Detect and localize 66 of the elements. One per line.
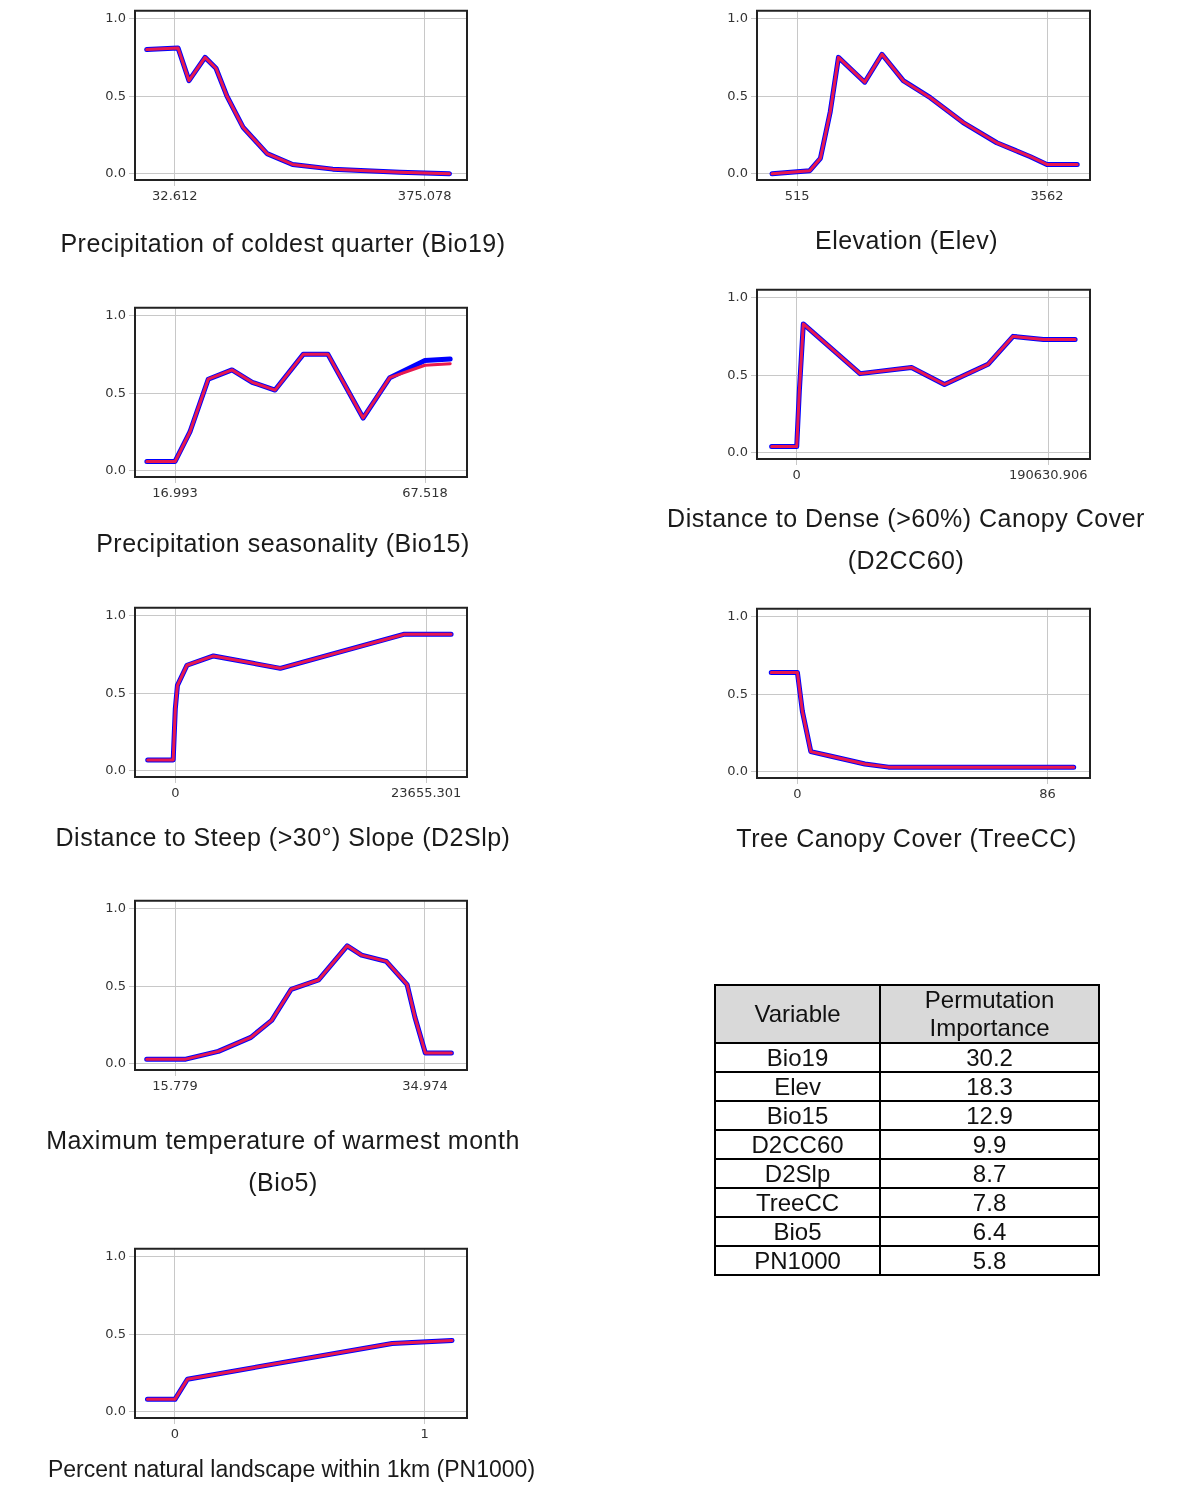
x-tick-label: 0 — [170, 1426, 180, 1442]
text: Variable — [715, 985, 881, 1043]
category-label: Elev — [715, 1072, 881, 1101]
category-label: Bio19 — [715, 1043, 881, 1072]
x-axis-title: Precipitation seasonality (Bio15) — [95, 528, 471, 559]
y-tick-label: 0.0 — [105, 762, 126, 778]
y-tick-label: 1.0 — [105, 899, 126, 915]
x-tick-label: 86 — [1039, 786, 1056, 802]
y-tick-label: 0.5 — [727, 366, 748, 382]
y-tick-label: 1.0 — [727, 607, 748, 623]
data-label: 18.3 — [880, 1072, 1099, 1101]
y-tick-label: 1.0 — [105, 9, 126, 25]
x-tick-label: 190630.906 — [1008, 467, 1088, 483]
x-tick-label: 67.518 — [402, 485, 448, 501]
data-label: 30.2 — [880, 1043, 1099, 1072]
y-tick-label: 0.5 — [727, 87, 748, 103]
category-label: Bio15 — [715, 1101, 881, 1130]
x-tick-label: 23655.301 — [391, 785, 462, 801]
x-tick-label: 1 — [420, 1426, 429, 1442]
x-tick-label: 16.993 — [152, 485, 198, 501]
x-tick-label: 375.078 — [397, 188, 452, 204]
y-tick-label: 0.0 — [105, 165, 126, 181]
category-label: TreeCC — [715, 1188, 881, 1217]
x-tick-label: 32.612 — [152, 188, 198, 204]
category-label: D2CC60 — [715, 1130, 881, 1159]
y-tick-label: 0.0 — [727, 763, 748, 779]
x-axis-title: Tree Canopy Cover (TreeCC) — [735, 823, 1078, 854]
x-axis-title: Maximum temperature of warmest month (Bio5) — [45, 1125, 521, 1198]
y-tick-label: 1.0 — [727, 288, 748, 304]
x-tick-label: 15.779 — [152, 1078, 198, 1094]
text: Permutation Importance — [880, 985, 1099, 1043]
x-tick-label: 515 — [784, 188, 810, 204]
category-label: Bio5 — [715, 1217, 881, 1246]
y-tick-label: 0.0 — [727, 165, 748, 181]
x-tick-label: 3562 — [1030, 188, 1064, 204]
y-tick-label: 1.0 — [105, 306, 126, 322]
x-tick-label: 0 — [171, 785, 180, 801]
y-tick-label: 1.0 — [727, 9, 748, 25]
y-tick-label: 0.5 — [105, 977, 126, 993]
y-tick-label: 0.0 — [727, 444, 748, 460]
x-tick-label: 0 — [792, 467, 801, 483]
data-label: 9.9 — [880, 1130, 1099, 1159]
data-label: 6.4 — [880, 1217, 1099, 1246]
data-label: 8.7 — [880, 1159, 1099, 1188]
x-axis-title: Distance to Steep (>30°) Slope (D2Slp) — [54, 822, 512, 853]
y-tick-label: 0.5 — [105, 684, 126, 700]
x-axis-title: Percent natural landscape within 1km (PN1000) — [46, 1455, 537, 1484]
y-tick-label: 0.0 — [105, 462, 126, 478]
x-axis-title: Elevation (Elev) — [813, 225, 1000, 256]
data-label: 12.9 — [880, 1101, 1099, 1130]
category-label: PN1000 — [715, 1246, 881, 1275]
y-tick-label: 0.5 — [727, 685, 748, 701]
y-tick-label: 1.0 — [105, 606, 126, 622]
x-axis-title: Distance to Dense (>60%) Canopy Cover (D2CC60) — [666, 503, 1146, 576]
data-label: 7.8 — [880, 1188, 1099, 1217]
x-axis-title: Precipitation of coldest quarter (Bio19) — [59, 228, 507, 259]
y-tick-label: 0.5 — [105, 87, 126, 103]
x-tick-label: 34.974 — [402, 1078, 448, 1094]
category-label: D2Slp — [715, 1159, 881, 1188]
y-tick-label: 0.0 — [105, 1055, 126, 1071]
x-tick-label: 0 — [793, 786, 802, 802]
y-tick-label: 1.0 — [105, 1247, 126, 1263]
y-tick-label: 0.5 — [105, 1325, 126, 1341]
y-tick-label: 0.0 — [105, 1403, 126, 1419]
data-label: 5.8 — [880, 1246, 1099, 1275]
y-tick-label: 0.5 — [105, 384, 126, 400]
